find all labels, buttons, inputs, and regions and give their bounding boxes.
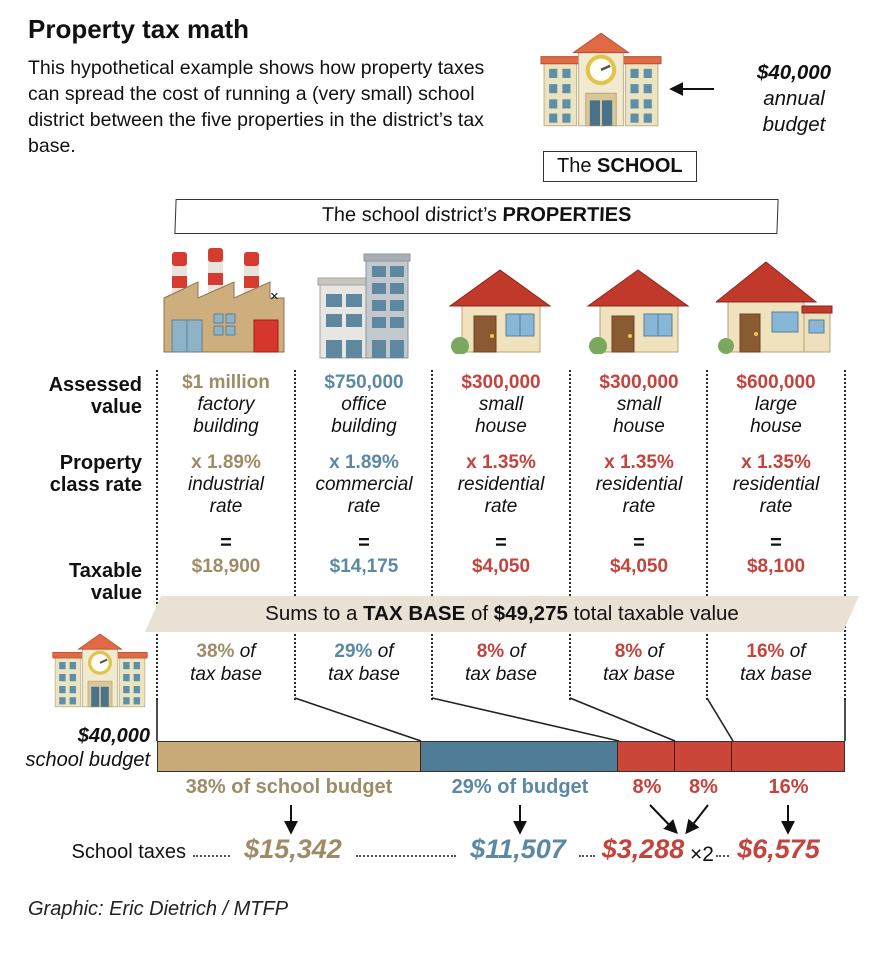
equals-sign: = (358, 532, 370, 554)
large-house-icon (716, 261, 833, 354)
property-column-house-1: $300,000 small house x 1.35% residential r… (432, 372, 570, 578)
school-label-box: The SCHOOL (543, 151, 697, 182)
tax-base-share: 8% of tax base (465, 641, 537, 685)
house-icon (586, 262, 690, 354)
row-label-taxable-value: Taxable value (69, 560, 142, 604)
class-rate-desc: industrial rate (187, 474, 265, 517)
assessed-desc: large house (750, 394, 802, 437)
column-divider (431, 370, 433, 700)
page-title: Property tax math (28, 14, 250, 44)
school-budget-label: $40,000 school budget (25, 725, 150, 771)
assessed-desc: small house (475, 394, 527, 437)
tax-base-share: 38% of tax base (190, 641, 262, 685)
class-rate: x 1.89% (329, 452, 399, 473)
dotted-leader (716, 855, 729, 857)
annual-budget-note: $40,000 annual budget (718, 60, 870, 138)
credit-line: Graphic: Eric Dietrich / MTFP (28, 898, 289, 920)
taxable-value: $4,050 (471, 556, 531, 577)
budget-share-label: 38% of school budget (185, 776, 393, 798)
property-column-large-house: $600,000 large house x 1.35% residential r… (707, 372, 845, 578)
taxable-value: $8,100 (746, 556, 806, 577)
class-rate: x 1.35% (604, 452, 674, 473)
taxable-value: $14,175 (329, 556, 399, 577)
row-label-class-rate: Property class rate (49, 452, 142, 496)
assessed-value: $300,000 (461, 372, 541, 393)
school-tax-amount: $11,507 (470, 834, 566, 864)
house-icon (448, 262, 552, 354)
school-building-icon (540, 28, 662, 130)
assessed-desc: factory building (193, 394, 259, 437)
property-column-factory: $1 million factory building x 1.89% indus… (157, 372, 295, 578)
tax-base-share: 8% of tax base (603, 641, 675, 685)
bar-segment-house-1 (618, 742, 676, 771)
column-divider (569, 370, 571, 700)
school-tax-amount: $15,342 (244, 834, 342, 864)
assessed-desc: small house (613, 394, 665, 437)
budget-share-label: 8% (689, 776, 718, 798)
bar-segment-large-house (732, 742, 844, 771)
class-rate-desc: commercial rate (315, 474, 413, 517)
class-rate: x 1.35% (466, 452, 536, 473)
assessed-value: $600,000 (736, 372, 816, 393)
class-rate: x 1.35% (741, 452, 811, 473)
taxable-value: $4,050 (609, 556, 669, 577)
down-arrow-icon (284, 804, 795, 835)
equals-sign: = (220, 532, 232, 554)
intro-paragraph: This hypothetical example shows how prop… (28, 57, 485, 157)
left-arrow-icon (669, 82, 714, 96)
property-column-house-2: $300,000 small house x 1.35% residential r… (570, 372, 708, 578)
assessed-value: $300,000 (599, 372, 679, 393)
dotted-leader (356, 855, 456, 857)
funnel-connector-lines (156, 697, 846, 742)
assessed-value: $750,000 (324, 372, 404, 393)
office-building-icon (317, 253, 411, 359)
dotted-leader (579, 855, 595, 857)
class-rate-desc: residential rate (595, 474, 683, 517)
equals-sign: = (633, 532, 645, 554)
column-divider (706, 370, 708, 700)
taxable-value: $18,900 (191, 556, 261, 577)
column-divider (844, 370, 846, 700)
class-rate: x 1.89% (191, 452, 261, 473)
bar-segment-house-2 (675, 742, 733, 771)
class-rate-desc: residential rate (457, 474, 545, 517)
bar-segment-factory (158, 742, 421, 771)
tax-base-share: 16% of tax base (740, 641, 812, 685)
row-label-assessed-value: Assessed value (48, 374, 142, 418)
equals-sign: = (495, 532, 507, 554)
column-divider (294, 370, 296, 700)
annual-budget-amount: $40,000 (756, 61, 832, 84)
tax-base-share: 29% of tax base (328, 641, 400, 685)
factory-icon (163, 248, 285, 353)
school-taxes-row-label: School taxes (71, 841, 186, 863)
times-two-note: ×2 (690, 843, 714, 866)
column-divider (156, 370, 158, 700)
properties-banner: The school district’s PROPERTIES (174, 199, 779, 234)
assessed-desc: office building (331, 394, 397, 437)
tax-base-bar (157, 741, 845, 772)
school-tax-amount: $3,288 (601, 834, 685, 864)
school-tax-amount: $6,575 (737, 834, 820, 864)
property-column-office: $750,000 office building x 1.89% commerci… (295, 372, 433, 578)
equals-sign: = (770, 532, 782, 554)
tax-base-banner: Sums to a TAX BASE of $49,275 total taxa… (145, 596, 859, 632)
assessed-value: $1 million (182, 372, 270, 393)
budget-share-label: 8% (632, 776, 662, 798)
dotted-leader (193, 855, 230, 857)
budget-share-label: 29% of budget (451, 776, 589, 798)
factory-multiply-mark: × (270, 288, 279, 305)
bar-segment-office (420, 742, 619, 771)
class-rate-desc: residential rate (732, 474, 820, 517)
budget-share-label: 16% (768, 776, 809, 798)
